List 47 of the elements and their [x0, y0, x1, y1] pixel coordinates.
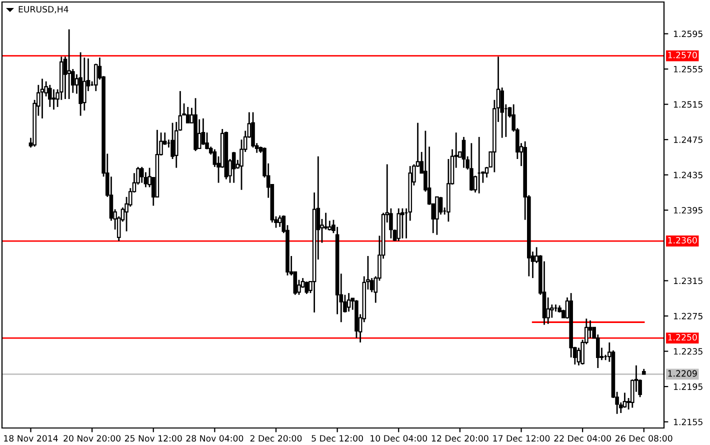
x-tick-label: 25 Nov 12:00: [124, 435, 182, 442]
candlestick: [588, 320, 592, 339]
candlestick: [67, 28, 71, 100]
candlestick: [232, 151, 236, 184]
candlestick: [201, 118, 206, 146]
y-tick-label: 1.2395: [674, 207, 702, 214]
candlestick: [197, 118, 202, 150]
candlestick: [346, 292, 351, 312]
candlestick: [82, 56, 86, 112]
x-tick-label: 5 Dec 12:00: [312, 435, 363, 442]
y-tick-label: 1.2515: [674, 101, 702, 108]
y-tick-label: 1.2475: [674, 136, 702, 143]
candlestick: [400, 208, 404, 240]
x-tick-label: 28 Nov 04:00: [186, 435, 244, 442]
y-tick-label: 1.2155: [674, 418, 702, 426]
x-tick-label: 26 Dec 08:00: [616, 435, 672, 442]
candlestick: [186, 106, 190, 124]
y-tick-label: 1.2195: [674, 383, 702, 390]
x-tick-label: 10 Dec 04:00: [370, 435, 428, 442]
y-tick-label: 1.2275: [674, 312, 702, 320]
chart-title: EURUSD,H4: [18, 6, 68, 14]
candlestick: [435, 196, 439, 236]
y-tick-label: 1.2315: [674, 278, 702, 284]
candlestick: [470, 142, 474, 192]
x-tick-label: 18 Nov 2014: [4, 435, 58, 442]
candlestick: [438, 196, 443, 216]
ref-line-label: 1.2570: [668, 52, 697, 58]
candlestick: [462, 136, 466, 169]
ref-line-label: 1.2360: [668, 237, 697, 244]
candlestick: [304, 280, 309, 295]
x-tick-label: 2 Dec 20:00: [250, 435, 302, 442]
candlestick: [52, 88, 56, 110]
y-tick-label: 1.2595: [674, 30, 702, 38]
candlestick: [324, 212, 328, 230]
candlestick: [140, 166, 144, 184]
candlestick: [278, 214, 282, 228]
x-tick-label: 17 Dec 12:00: [493, 435, 550, 442]
x-tick-label: 20 Nov 20:00: [64, 435, 121, 442]
candlestick: [40, 78, 44, 120]
y-tick-label: 1.2235: [674, 348, 702, 355]
ref-line-label: 1.2250: [668, 334, 697, 341]
y-tick-label: 1.2555: [674, 66, 702, 72]
ref-line-label: 1.2209: [668, 370, 697, 377]
y-tick-label: 1.2435: [674, 172, 702, 178]
x-tick-label: 22 Dec 04:00: [554, 435, 611, 442]
x-tick-label: 12 Dec 20:00: [432, 435, 488, 442]
candlestick: [48, 84, 52, 108]
